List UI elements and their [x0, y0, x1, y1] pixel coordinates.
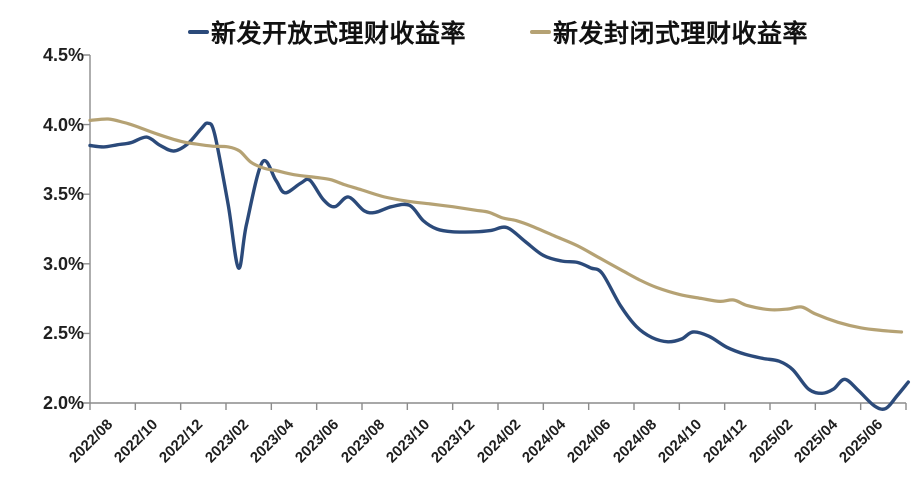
open-end-yield-line	[88, 121, 910, 411]
legend-line-swatch	[187, 30, 209, 34]
legend-line-swatch	[530, 30, 551, 34]
y-tick-label: 2.0%	[42, 393, 84, 413]
legend-item-open-end: 新发开放式理财收益率	[187, 14, 466, 50]
y-tick-label: 2.5%	[42, 323, 84, 344]
y-tick-label: 4.5%	[42, 45, 84, 65]
y-axis-ticks	[82, 54, 90, 404]
y-tick-label: 3.5%	[42, 184, 84, 205]
legend-label: 新发开放式理财收益率	[210, 20, 466, 48]
chart-legend: 新发开放式理财收益率 新发封闭式理财收益率	[90, 14, 906, 50]
legend-item-closed-end: 新发封闭式理财收益率	[530, 14, 808, 50]
y-tick-label: 4.0%	[42, 114, 84, 135]
x-axis-ticks	[89, 403, 907, 410]
y-tick-label: 3.0%	[42, 253, 84, 274]
closed-end-yield-line	[88, 117, 904, 334]
legend-label: 新发封闭式理财收益率	[553, 20, 809, 48]
